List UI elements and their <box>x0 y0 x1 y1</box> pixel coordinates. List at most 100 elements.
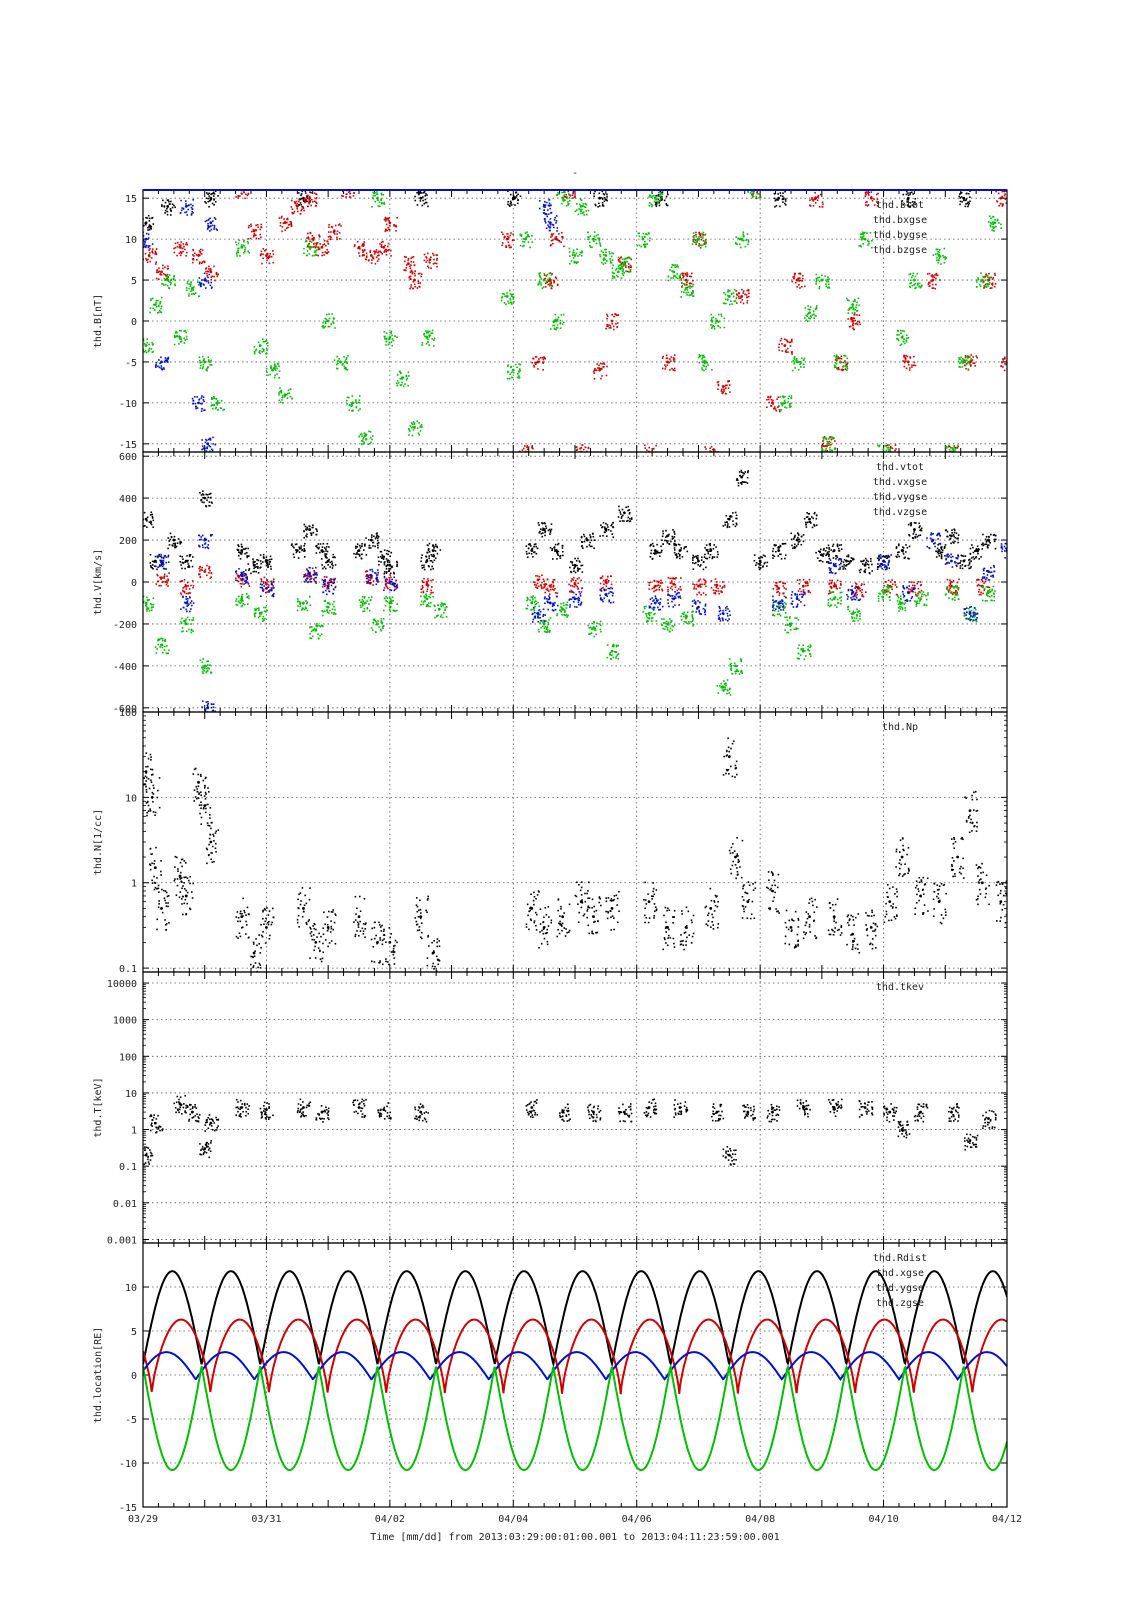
data-point <box>779 194 782 197</box>
data-point <box>535 361 538 364</box>
data-point <box>556 552 559 554</box>
data-point <box>318 236 321 238</box>
data-point <box>507 238 510 240</box>
data-point <box>885 444 888 447</box>
data-point <box>938 251 941 254</box>
data-point <box>717 383 720 386</box>
data-point <box>965 203 967 205</box>
data-point <box>781 404 784 407</box>
data-point <box>533 364 535 367</box>
data-point <box>723 390 725 392</box>
data-point <box>828 444 830 446</box>
data-point <box>605 522 607 525</box>
data-point <box>933 542 935 545</box>
data-point <box>926 273 929 275</box>
data-point <box>1001 203 1004 205</box>
data-point <box>550 523 553 526</box>
data-point <box>574 565 577 568</box>
data-point <box>270 558 273 561</box>
data-point <box>740 475 744 479</box>
data-point <box>170 200 172 203</box>
data-point <box>896 556 898 558</box>
data-point <box>989 224 992 227</box>
data-point <box>793 362 795 365</box>
data-point <box>779 553 781 556</box>
data-point <box>688 285 690 288</box>
data-point <box>212 220 214 222</box>
data-point <box>318 546 320 549</box>
data-point <box>675 553 678 555</box>
data-point <box>213 404 215 406</box>
data-point <box>862 563 864 565</box>
data-point <box>713 325 716 328</box>
data-point <box>864 568 867 571</box>
data-point <box>667 193 669 196</box>
data-point <box>181 555 184 558</box>
data-point <box>348 404 351 407</box>
data-point <box>681 286 683 288</box>
data-point <box>507 236 510 239</box>
data-point <box>626 260 628 263</box>
data-point <box>587 446 590 449</box>
data-point <box>629 518 631 520</box>
data-point <box>867 563 870 566</box>
data-point <box>203 409 205 412</box>
data-point <box>1008 360 1010 362</box>
data-point <box>423 259 426 262</box>
data-point <box>307 201 310 203</box>
data-point <box>348 409 351 411</box>
data-point <box>574 571 577 574</box>
data-point <box>186 289 188 292</box>
data-point <box>680 547 682 549</box>
data-point <box>363 241 366 243</box>
data-point <box>608 324 610 326</box>
data-point <box>666 357 669 359</box>
data-point <box>569 566 571 569</box>
data-point <box>822 439 825 442</box>
data-point <box>374 252 376 254</box>
data-point <box>773 406 776 409</box>
data-point <box>516 366 518 369</box>
data-point <box>825 279 827 282</box>
data-point <box>736 479 739 481</box>
data-point <box>328 226 330 228</box>
data-point <box>323 566 326 568</box>
data-point <box>237 247 239 250</box>
data-point <box>198 359 201 362</box>
data-point <box>500 296 503 299</box>
data-point <box>362 250 365 253</box>
data-point <box>601 526 604 528</box>
data-point <box>576 569 579 571</box>
data-point <box>144 237 148 241</box>
data-point <box>703 362 706 365</box>
data-point <box>846 555 848 558</box>
data-point <box>790 538 793 541</box>
data-point <box>626 270 629 273</box>
data-point <box>151 344 154 346</box>
data-point <box>703 242 706 245</box>
data-point <box>254 560 256 563</box>
data-point <box>825 547 828 549</box>
data-point <box>580 564 583 567</box>
data-point <box>555 549 558 552</box>
data-point <box>909 205 912 208</box>
data-point <box>878 445 880 448</box>
data-point <box>559 327 562 329</box>
data-point <box>417 280 420 283</box>
data-point <box>579 209 582 211</box>
data-point <box>506 377 509 380</box>
data-point <box>324 244 327 247</box>
data-point <box>770 404 772 407</box>
data-point <box>821 448 823 450</box>
data-point <box>159 311 162 313</box>
data-point <box>393 224 395 226</box>
data-point <box>702 354 705 357</box>
data-point <box>547 283 550 286</box>
data-point <box>213 199 215 201</box>
data-point <box>553 546 556 548</box>
data-point <box>325 546 328 548</box>
data-point <box>148 224 151 226</box>
data-point <box>964 357 967 359</box>
data-point <box>555 319 558 323</box>
data-point <box>173 277 175 280</box>
